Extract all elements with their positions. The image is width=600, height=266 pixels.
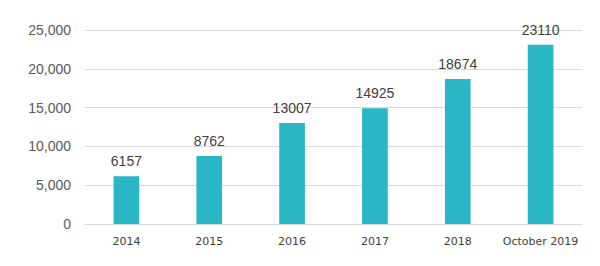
svg-text:15,000: 15,000 [28, 100, 71, 116]
svg-text:0: 0 [63, 216, 71, 232]
svg-text:18674: 18674 [438, 56, 477, 72]
svg-text:2018: 2018 [444, 235, 472, 248]
svg-text:5,000: 5,000 [36, 177, 71, 193]
svg-text:14925: 14925 [355, 85, 394, 101]
svg-text:23110: 23110 [522, 22, 560, 38]
svg-text:13007: 13007 [273, 100, 312, 116]
svg-text:October 2019: October 2019 [503, 235, 579, 248]
svg-text:2016: 2016 [278, 235, 306, 248]
svg-text:2014: 2014 [112, 235, 140, 248]
svg-text:8762: 8762 [194, 133, 225, 149]
svg-text:6157: 6157 [111, 153, 142, 169]
svg-text:2015: 2015 [195, 235, 223, 248]
svg-text:20,000: 20,000 [28, 61, 71, 77]
svg-text:25,000: 25,000 [28, 22, 71, 38]
svg-text:10,000: 10,000 [28, 138, 71, 154]
svg-text:2017: 2017 [361, 235, 389, 248]
